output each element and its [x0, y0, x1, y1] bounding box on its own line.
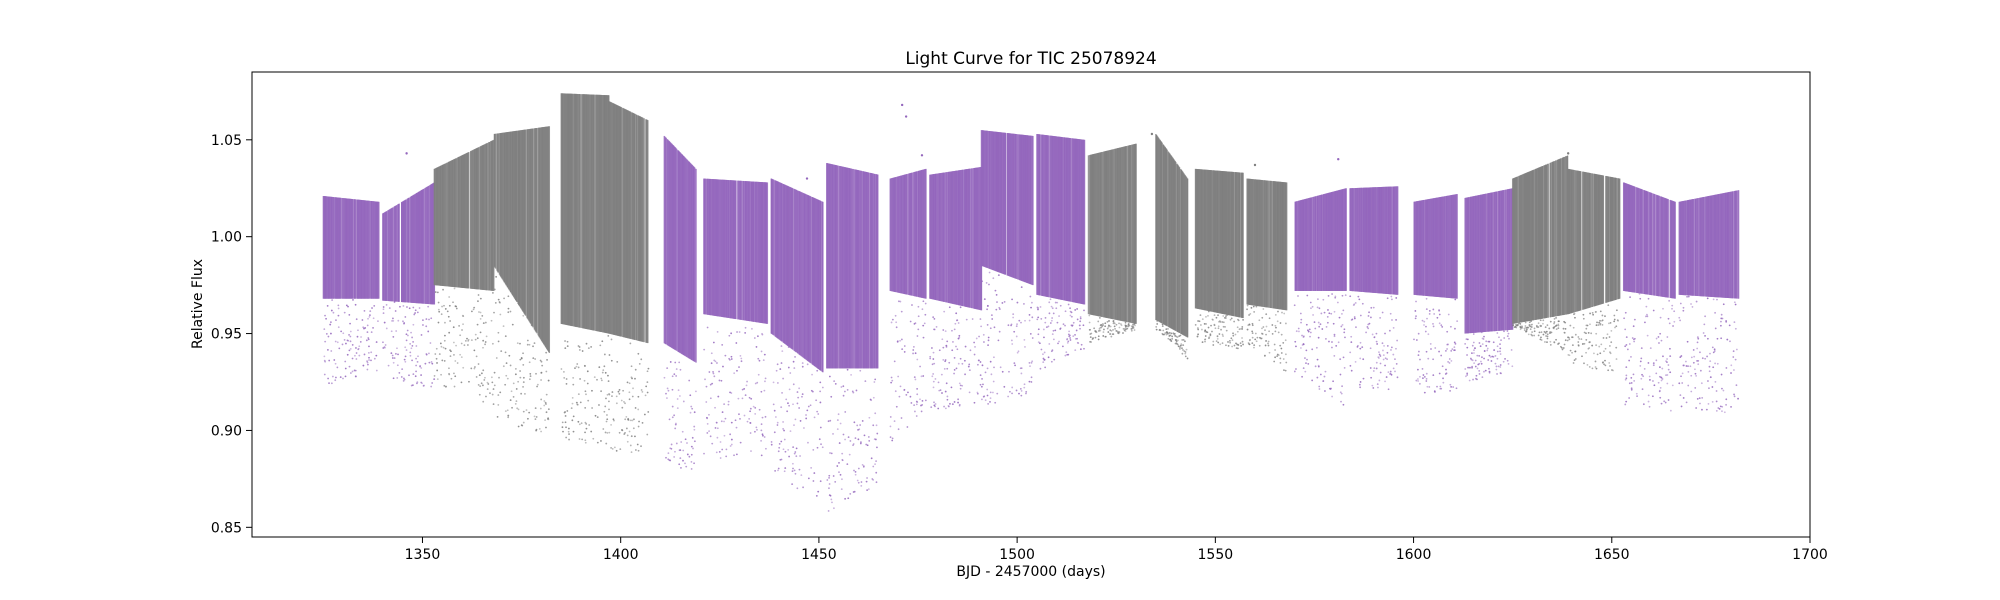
flux-segment-11 — [889, 168, 927, 442]
outlier-point-7 — [1337, 157, 1340, 161]
flux-segment-20 — [1349, 186, 1399, 391]
y-axis-ticks: 0.85 0.90 0.95 1.00 1.05 — [211, 133, 252, 536]
x-tick-label: 1600 — [1396, 547, 1432, 563]
x-tick-label: 1550 — [1198, 547, 1234, 563]
y-tick-label: 0.90 — [211, 423, 242, 439]
outlier-point-8 — [1566, 152, 1570, 155]
y-tick-label: 0.85 — [211, 520, 242, 536]
outlier-point-9 — [1253, 163, 1257, 167]
x-tick-label: 1350 — [405, 547, 441, 563]
x-axis-label: BJD - 2457000 (days) — [956, 564, 1105, 580]
data-points-layer — [322, 93, 1740, 512]
chart-title: Light Curve for TIC 25078924 — [905, 49, 1156, 69]
flux-segment-22 — [1464, 188, 1514, 382]
flux-segment-4 — [493, 126, 551, 433]
flux-segment-16 — [1155, 134, 1189, 360]
flux-segment-12 — [929, 166, 983, 410]
x-tick-label: 1400 — [603, 547, 639, 563]
flux-segment-8 — [703, 178, 769, 459]
flux-segment-15 — [1087, 143, 1137, 343]
x-tick-label: 1700 — [1792, 547, 1828, 563]
flux-segment-26 — [1678, 190, 1740, 414]
flux-segment-17 — [1194, 168, 1244, 350]
flux-segment-25 — [1622, 182, 1676, 412]
flux-segment-10 — [826, 163, 879, 512]
flux-segment-6 — [608, 101, 650, 454]
outlier-point-6 — [1150, 132, 1154, 136]
outlier-point-2 — [900, 103, 904, 107]
x-tick-label: 1450 — [801, 547, 837, 563]
flux-segment-9 — [770, 178, 824, 497]
y-tick-label: 1.00 — [211, 230, 242, 246]
flux-segment-19 — [1293, 188, 1347, 406]
y-axis-label: Relative Flux — [190, 259, 206, 349]
flux-segment-13 — [980, 130, 1034, 405]
flux-segment-5 — [560, 93, 610, 445]
flux-segment-1 — [322, 196, 380, 385]
flux-segment-24 — [1567, 168, 1621, 372]
outlier-point-3 — [904, 115, 908, 118]
flux-segment-2 — [382, 182, 436, 388]
outlier-point-1 — [405, 152, 408, 155]
x-axis-ticks: 1350 1400 1450 1500 1550 1600 1650 1700 — [405, 537, 1828, 563]
outlier-point-4 — [920, 154, 924, 157]
x-tick-label: 1500 — [999, 547, 1035, 563]
plot-frame — [251, 71, 1811, 538]
outlier-point-5 — [805, 177, 809, 180]
flux-segment-14 — [1036, 134, 1086, 370]
flux-segment-7 — [663, 135, 697, 470]
flux-segment-21 — [1413, 194, 1459, 394]
flux-segment-3 — [433, 139, 495, 405]
y-tick-label: 0.95 — [211, 327, 242, 343]
y-tick-label: 1.05 — [211, 133, 242, 149]
x-tick-label: 1650 — [1594, 547, 1630, 563]
flux-segment-18 — [1246, 178, 1288, 372]
